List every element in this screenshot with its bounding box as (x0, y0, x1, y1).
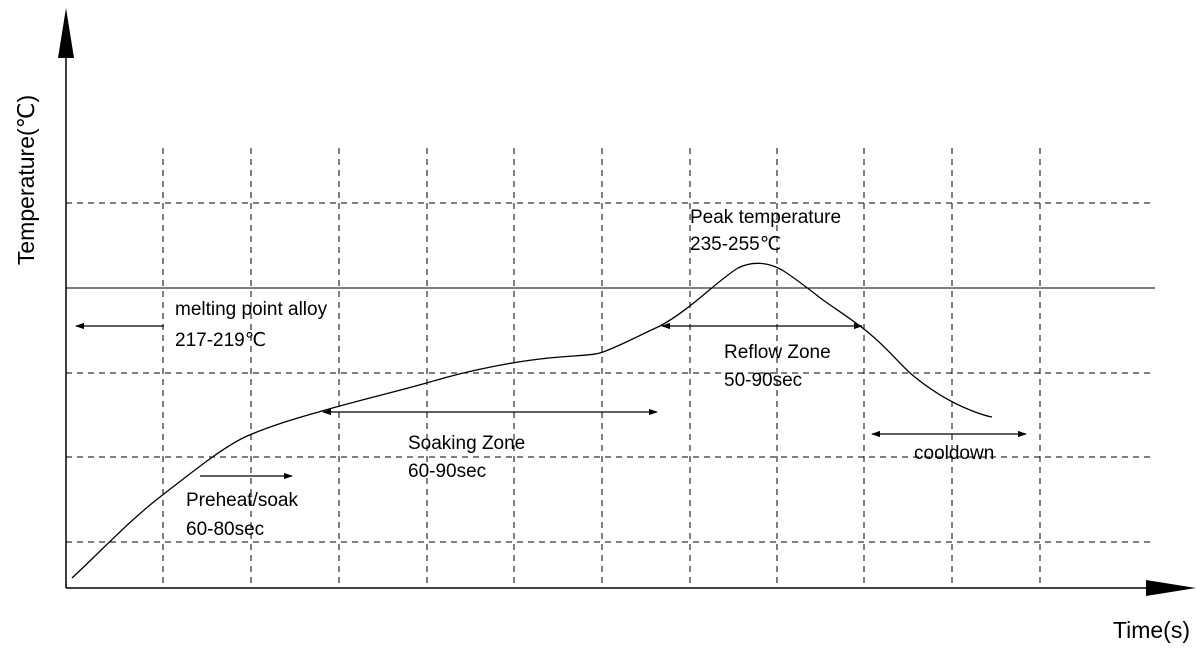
melting-point-range: 217-219℃ (175, 330, 266, 351)
melting-point-label: melting point alloy (175, 299, 328, 320)
vertical-grid-lines (162, 148, 1041, 588)
preheat-label: Preheat/soak (186, 490, 298, 511)
peak-temperature-label: Peak temperature (690, 207, 841, 228)
x-axis-label: Time(s) (1113, 617, 1190, 643)
reflow-zone-label: Reflow Zone (724, 342, 831, 363)
x-axis-arrowhead (1146, 580, 1196, 596)
arrows (75, 322, 1027, 480)
soaking-zone-duration: 60-90sec (408, 461, 486, 482)
soaking-zone-label: Soaking Zone (408, 433, 525, 454)
preheat-duration: 60-80sec (186, 519, 264, 540)
y-axis-arrowhead (58, 8, 74, 58)
axes (58, 8, 1196, 596)
cooldown-label: cooldown (914, 443, 994, 464)
horizontal-grid-lines (66, 202, 1155, 543)
reflow-zone-duration: 50-90sec (724, 370, 802, 391)
peak-temperature-range: 235-255℃ (690, 234, 781, 255)
y-axis-label: Temperature(℃) (13, 95, 39, 265)
temperature-profile-curve (71, 262, 993, 579)
